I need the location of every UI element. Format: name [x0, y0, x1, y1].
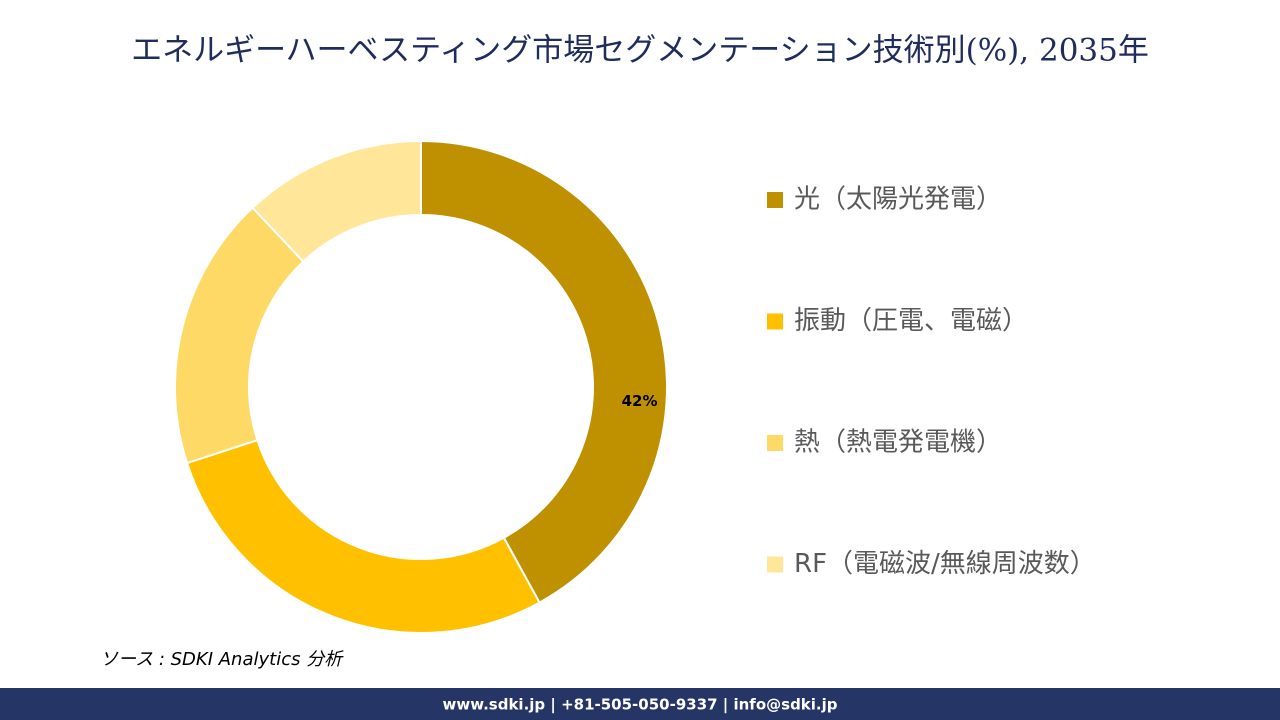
legend-label: 光（太陽光発電）	[794, 185, 1002, 215]
donut-segment	[420, 139, 668, 604]
donut-segment	[185, 438, 541, 634]
legend-swatch	[767, 313, 783, 330]
donut-segment	[174, 206, 305, 465]
donut-segment	[251, 139, 422, 264]
legend-swatch	[767, 192, 783, 208]
legend-swatch	[767, 435, 783, 451]
data-label: 42%	[622, 392, 658, 410]
legend-label: 熱（熱電発電機）	[794, 428, 1002, 458]
footer-contact: www.sdki.jp | +81-505-050-9337 | info@sd…	[442, 696, 837, 715]
donut: 42%	[174, 139, 668, 634]
legend: 光（太陽光発電） 振動（圧電、電磁） 熱（熱電発電機） RF（電磁波/無線周波数）	[767, 185, 1096, 579]
legend-label: RF（電磁波/無線周波数）	[794, 549, 1096, 579]
source-note: ソース : SDKI Analytics 分析	[100, 649, 344, 670]
legend-swatch	[767, 556, 783, 573]
footer-bar	[0, 688, 1280, 720]
legend-label: 振動（圧電、電磁）	[794, 306, 1028, 336]
chart-title: エネルギーハーベスティング市場セグメンテーション技術別(%), 2035年	[131, 33, 1149, 69]
